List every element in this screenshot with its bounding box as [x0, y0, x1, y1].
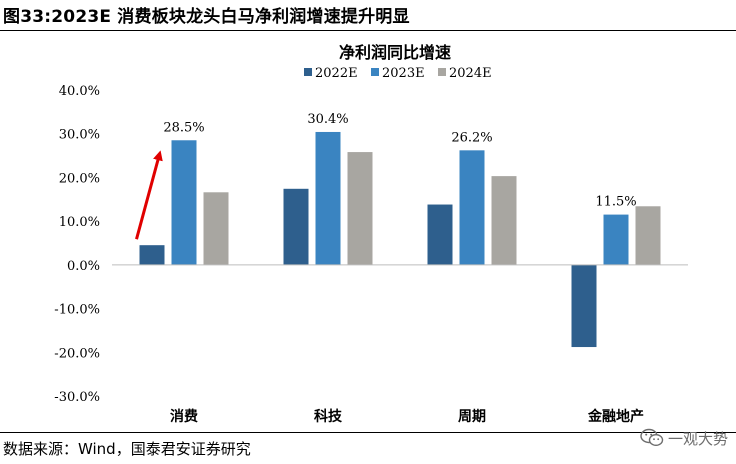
x-tick-label: 科技 — [314, 408, 343, 425]
bar-周期-2024E — [491, 176, 517, 265]
top-rule — [0, 30, 736, 31]
bar-科技-2022E — [283, 188, 309, 265]
data-labels: 28.5% 30.4% 26.2% 11.5% — [163, 112, 636, 210]
y-tick-label: 40.0% — [59, 84, 100, 99]
data-label: 28.5% — [163, 120, 204, 135]
watermark: 一观大势 — [640, 424, 728, 452]
source-note: 数据来源：Wind，国泰君安证券研究 — [3, 440, 251, 458]
x-tick-label: 消费 — [170, 408, 198, 425]
legend-label-2024E: 2024E — [449, 66, 492, 81]
bar-科技-2024E — [347, 152, 373, 265]
bottom-rule — [0, 432, 736, 433]
y-tick-label: -10.0% — [54, 303, 100, 318]
wechat-icon — [640, 428, 664, 447]
bars — [139, 131, 661, 348]
bar-消费-2023E — [171, 140, 197, 265]
legend-swatch-2023E — [371, 68, 379, 76]
data-label: 11.5% — [595, 195, 636, 210]
y-tick-label: -20.0% — [54, 346, 100, 361]
y-tick-label: 10.0% — [59, 215, 100, 230]
x-tick-label: 金融地产 — [587, 408, 644, 425]
y-tick-label: -30.0% — [54, 390, 100, 405]
bar-消费-2022E — [139, 245, 165, 265]
bar-消费-2024E — [203, 192, 229, 265]
chart-title: 净利润同比增速 — [339, 43, 451, 62]
legend-swatch-2022E — [304, 68, 312, 76]
watermark-text: 一观大势 — [667, 429, 728, 448]
bar-chart: 净利润同比增速 2022E 2023E 2024E 40.0% 30.0% 20.0% 1… — [54, 43, 688, 425]
annotation — [135, 150, 163, 240]
red-arrow-annotation — [135, 150, 163, 240]
legend-label-2022E: 2022E — [315, 66, 358, 81]
legend-label-2023E: 2023E — [382, 66, 425, 81]
bar-科技-2023E — [315, 131, 341, 265]
bar-周期-2023E — [459, 150, 485, 265]
y-tick-label: 20.0% — [59, 171, 100, 186]
data-label: 26.2% — [451, 130, 492, 145]
y-tick-label: 30.0% — [59, 128, 100, 143]
bar-金融地产-2022E — [571, 264, 597, 348]
legend: 2022E 2023E 2024E — [304, 66, 492, 81]
x-tick-label: 周期 — [458, 409, 486, 425]
bar-金融地产-2024E — [635, 206, 661, 265]
y-axis: 40.0% 30.0% 20.0% 10.0% 0.0% -10.0% -20.0% -30.… — [54, 84, 100, 405]
legend-swatch-2024E — [438, 68, 446, 76]
bar-金融地产-2023E — [603, 214, 629, 265]
bar-周期-2022E — [427, 204, 453, 265]
y-tick-label: 0.0% — [67, 259, 100, 274]
figure-title: 图33:2023E 消费板块龙头白马净利润增速提升明显 — [3, 7, 410, 27]
x-axis: 消费 科技 周期 金融地产 — [170, 408, 644, 425]
data-label: 30.4% — [307, 112, 348, 127]
